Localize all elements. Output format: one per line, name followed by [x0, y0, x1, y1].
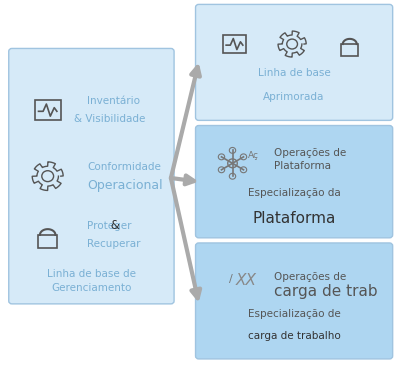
Text: Aprimorada: Aprimorada [263, 92, 325, 102]
Text: & Visibilidade: & Visibilidade [74, 114, 145, 124]
Text: &: & [107, 219, 120, 232]
Text: carga de trab: carga de trab [274, 284, 378, 299]
Bar [341, 44, 358, 56]
FancyBboxPatch shape [196, 243, 393, 359]
Text: carga de trabalho: carga de trabalho [248, 331, 341, 341]
Text: Operações de
Plataforma: Operações de Plataforma [274, 148, 347, 171]
FancyBboxPatch shape [196, 4, 393, 120]
Bar [223, 34, 246, 54]
Text: Especialização de: Especialização de [248, 309, 341, 319]
Text: Operacional: Operacional [87, 179, 163, 192]
Text: Operações de: Operações de [274, 272, 347, 282]
Text: Inventário: Inventário [87, 96, 141, 106]
Text: Recuperar: Recuperar [87, 239, 141, 249]
Text: Proteger: Proteger [87, 221, 132, 231]
Text: Linha de base: Linha de base [258, 68, 330, 79]
Text: Aç: Aç [248, 152, 259, 160]
Text: Linha de base de
Gerenciamento: Linha de base de Gerenciamento [47, 269, 136, 293]
Text: XX: XX [236, 273, 257, 288]
Text: Especialização da: Especialização da [248, 188, 341, 198]
Bar [38, 235, 57, 248]
FancyBboxPatch shape [9, 48, 174, 304]
Text: /: / [229, 274, 232, 284]
Bar [35, 100, 61, 120]
Text: Plataforma: Plataforma [252, 211, 336, 226]
FancyBboxPatch shape [196, 126, 393, 238]
Text: Conformidade: Conformidade [87, 162, 161, 172]
